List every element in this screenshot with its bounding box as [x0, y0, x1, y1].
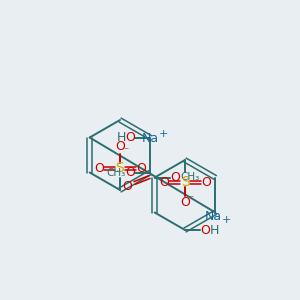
Text: H: H	[117, 131, 126, 144]
Text: ⁻: ⁻	[123, 146, 129, 156]
Text: O: O	[123, 181, 132, 194]
Text: S: S	[116, 161, 124, 175]
Text: ⁻: ⁻	[188, 194, 194, 204]
Text: O: O	[94, 161, 104, 175]
Text: CH₃: CH₃	[180, 172, 199, 182]
Text: O: O	[159, 176, 169, 188]
Text: O: O	[125, 166, 135, 179]
Text: Na: Na	[141, 131, 159, 145]
Text: O: O	[200, 224, 210, 236]
Text: O: O	[180, 196, 190, 209]
Text: O: O	[201, 176, 211, 188]
Text: O: O	[170, 171, 180, 184]
Text: CH₃: CH₃	[107, 167, 126, 178]
Text: +: +	[221, 215, 231, 225]
Text: O: O	[115, 140, 125, 154]
Text: O: O	[136, 161, 146, 175]
Text: +: +	[158, 129, 168, 139]
Text: O: O	[125, 131, 135, 144]
Text: H: H	[209, 224, 219, 236]
Text: S: S	[181, 175, 189, 189]
Text: Na: Na	[204, 209, 222, 223]
